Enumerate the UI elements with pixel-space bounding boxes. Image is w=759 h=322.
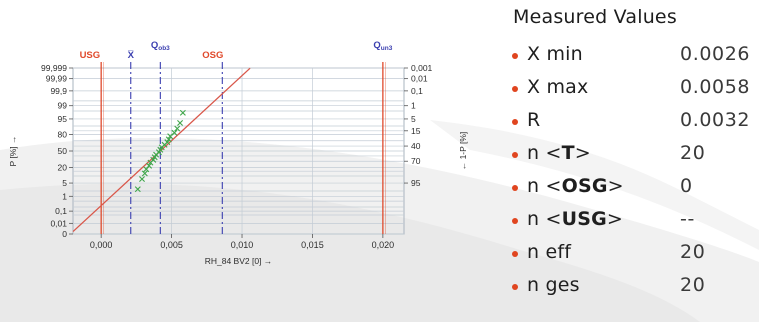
- y-tick-label-right: 5: [411, 114, 416, 124]
- reference-label: OSG: [202, 50, 223, 61]
- y-tick-label-left: 0,01: [50, 218, 67, 228]
- y-tick-label-left: 99,9: [50, 86, 67, 96]
- data-point: [165, 136, 172, 143]
- x-tick-label: 0,000: [90, 240, 113, 250]
- y-tick-label-left: 99,99: [46, 74, 68, 84]
- data-point-stroke: [171, 129, 178, 136]
- measured-value: --: [680, 208, 695, 230]
- data-point: [146, 162, 153, 169]
- measured-label: n eff: [527, 241, 572, 263]
- data-point-stroke: [141, 170, 148, 177]
- measured-label-subject: USG: [561, 208, 607, 230]
- measured-label-suffix: >: [607, 175, 624, 197]
- measured-value: 0.0026: [680, 43, 751, 65]
- y-tick-label-left: 1: [62, 191, 67, 201]
- data-point: [174, 125, 181, 132]
- measured-label-subject: OSG: [561, 175, 608, 197]
- y-tick-label-left: 0: [62, 229, 67, 239]
- y-tick-label-right: 0,001: [411, 63, 433, 73]
- y-tick-label-left: 0,1: [55, 206, 67, 216]
- y-axis-label-right: ← 1-P [%]: [458, 132, 468, 171]
- measured-label-prefix: n <: [527, 208, 562, 230]
- data-point: [141, 170, 148, 177]
- bullet-icon: [512, 284, 518, 290]
- measured-label: X max: [527, 76, 589, 98]
- measured-row: n <T> 20: [512, 142, 759, 175]
- y-axis-label-left: P [%] →: [8, 135, 18, 166]
- data-point-stroke: [146, 162, 153, 169]
- data-point-stroke: [177, 119, 184, 126]
- measured-value: 0: [680, 175, 693, 197]
- measured-label-suffix: >: [574, 142, 591, 164]
- measured-label-prefix: n <: [527, 175, 562, 197]
- measured-label-suffix: >: [606, 208, 624, 230]
- bullet-icon: [512, 152, 518, 158]
- measured-value: 20: [680, 274, 706, 296]
- data-point-stroke: [174, 125, 181, 132]
- data-point: [179, 109, 186, 116]
- measured-label: R: [527, 109, 541, 131]
- bullet-icon: [512, 119, 518, 125]
- y-tick-label-right: 95: [411, 178, 421, 188]
- data-point-stroke: [179, 109, 186, 116]
- measured-label: n <T>: [527, 142, 591, 164]
- measured-values-list: X min 0.0026 X max 0.0058 R 0.0032 n <T> 20 n <O…: [512, 43, 759, 307]
- measured-label: X min: [527, 43, 583, 65]
- measured-label: n <OSG>: [527, 175, 624, 197]
- y-tick-label-left: 80: [58, 130, 68, 140]
- reference-label: Qob3: [151, 40, 170, 52]
- probability-plot: 0,000 0,005 0,010 0,015 0,02099,99999,9999,9…: [8, 40, 468, 266]
- measured-row: X min 0.0026: [512, 43, 759, 76]
- bullet-icon: [512, 218, 518, 224]
- measured-value: 20: [680, 142, 706, 164]
- measured-row: n ges 20: [512, 274, 759, 307]
- measured-value: 0.0058: [680, 76, 751, 98]
- reference-label: Qun3: [373, 40, 392, 52]
- measured-label-prefix: n <: [527, 142, 562, 164]
- measured-row: n <USG> --: [512, 208, 759, 241]
- y-tick-label-right: 15: [411, 126, 421, 136]
- bullet-icon: [512, 53, 518, 59]
- y-tick-label-right: 70: [411, 156, 421, 166]
- reference-label: USG: [80, 50, 101, 61]
- y-tick-label-left: 99,999: [41, 63, 67, 73]
- bullet-icon: [512, 251, 518, 257]
- data-point-stroke: [139, 176, 146, 183]
- measured-value: 20: [680, 241, 706, 263]
- y-tick-label-right: 0,01: [411, 74, 428, 84]
- measured-label: n ges: [527, 274, 580, 296]
- x-tick-label: 0,010: [231, 240, 254, 250]
- y-tick-label-right: 40: [411, 141, 421, 151]
- y-tick-label-left: 20: [58, 162, 68, 172]
- data-point: [134, 186, 141, 193]
- bullet-icon: [512, 86, 518, 92]
- y-tick-label-left: 99: [58, 101, 68, 111]
- measured-row: R 0.0032: [512, 109, 759, 142]
- x-axis-label: RH_84 BV2 [0] →: [205, 256, 273, 266]
- y-tick-label-left: 50: [58, 146, 68, 156]
- measured-label: n <USG>: [527, 208, 623, 230]
- bullet-icon: [512, 185, 518, 191]
- x-tick-label: 0,020: [372, 240, 395, 250]
- y-tick-label-left: 5: [62, 178, 67, 188]
- data-point-stroke: [134, 186, 141, 193]
- x-tick-label: 0,015: [301, 240, 324, 250]
- measured-value: 0.0032: [680, 109, 751, 131]
- y-tick-label-left: 95: [58, 114, 68, 124]
- panel-title: Measured Values: [513, 6, 677, 28]
- data-point-stroke: [165, 136, 172, 143]
- measured-row: n eff 20: [512, 241, 759, 274]
- data-point: [139, 176, 146, 183]
- measured-values-panel: Measured Values X min 0.0026 X max 0.0058 R 0…: [512, 6, 759, 307]
- data-point: [171, 129, 178, 136]
- measured-label-subject: T: [561, 142, 575, 164]
- x-tick-label: 0,005: [160, 240, 183, 250]
- y-tick-label-right: 0,1: [411, 86, 423, 96]
- measured-row: n <OSG> 0: [512, 175, 759, 208]
- data-point: [177, 119, 184, 126]
- reference-label: X̅: [128, 50, 135, 61]
- measured-row: X max 0.0058: [512, 76, 759, 109]
- y-tick-label-right: 1: [411, 101, 416, 111]
